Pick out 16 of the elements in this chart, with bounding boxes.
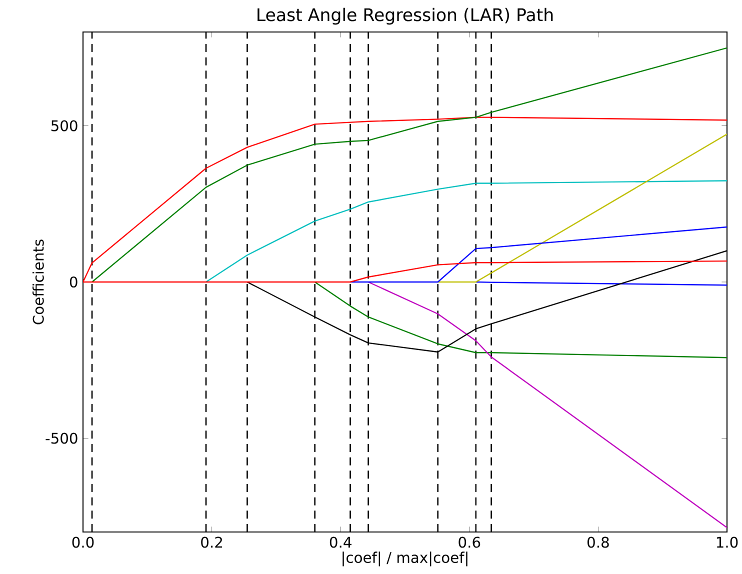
line-series (91, 47, 727, 283)
x-tick-label: 0.8 (588, 536, 609, 548)
y-axis-title: Coefficients (32, 240, 44, 324)
chart-title: Least Angle Regression (LAR) Path (258, 8, 553, 25)
x-tick-label: 0.6 (458, 536, 480, 548)
x-tick-label: 0.0 (72, 536, 94, 548)
line-series (314, 281, 727, 358)
y-tick-label: -500 (46, 432, 78, 444)
x-tick-label: 0.2 (201, 536, 222, 548)
line-series (368, 281, 727, 528)
y-tick-label: 500 (51, 120, 78, 132)
x-tick-label: 0.4 (330, 536, 352, 548)
x-axis-title: |coef| / max|coef| (342, 552, 468, 566)
y-tick-label: 0 (70, 276, 78, 288)
x-tick-label: 1.0 (716, 536, 738, 548)
line-series (205, 180, 727, 283)
